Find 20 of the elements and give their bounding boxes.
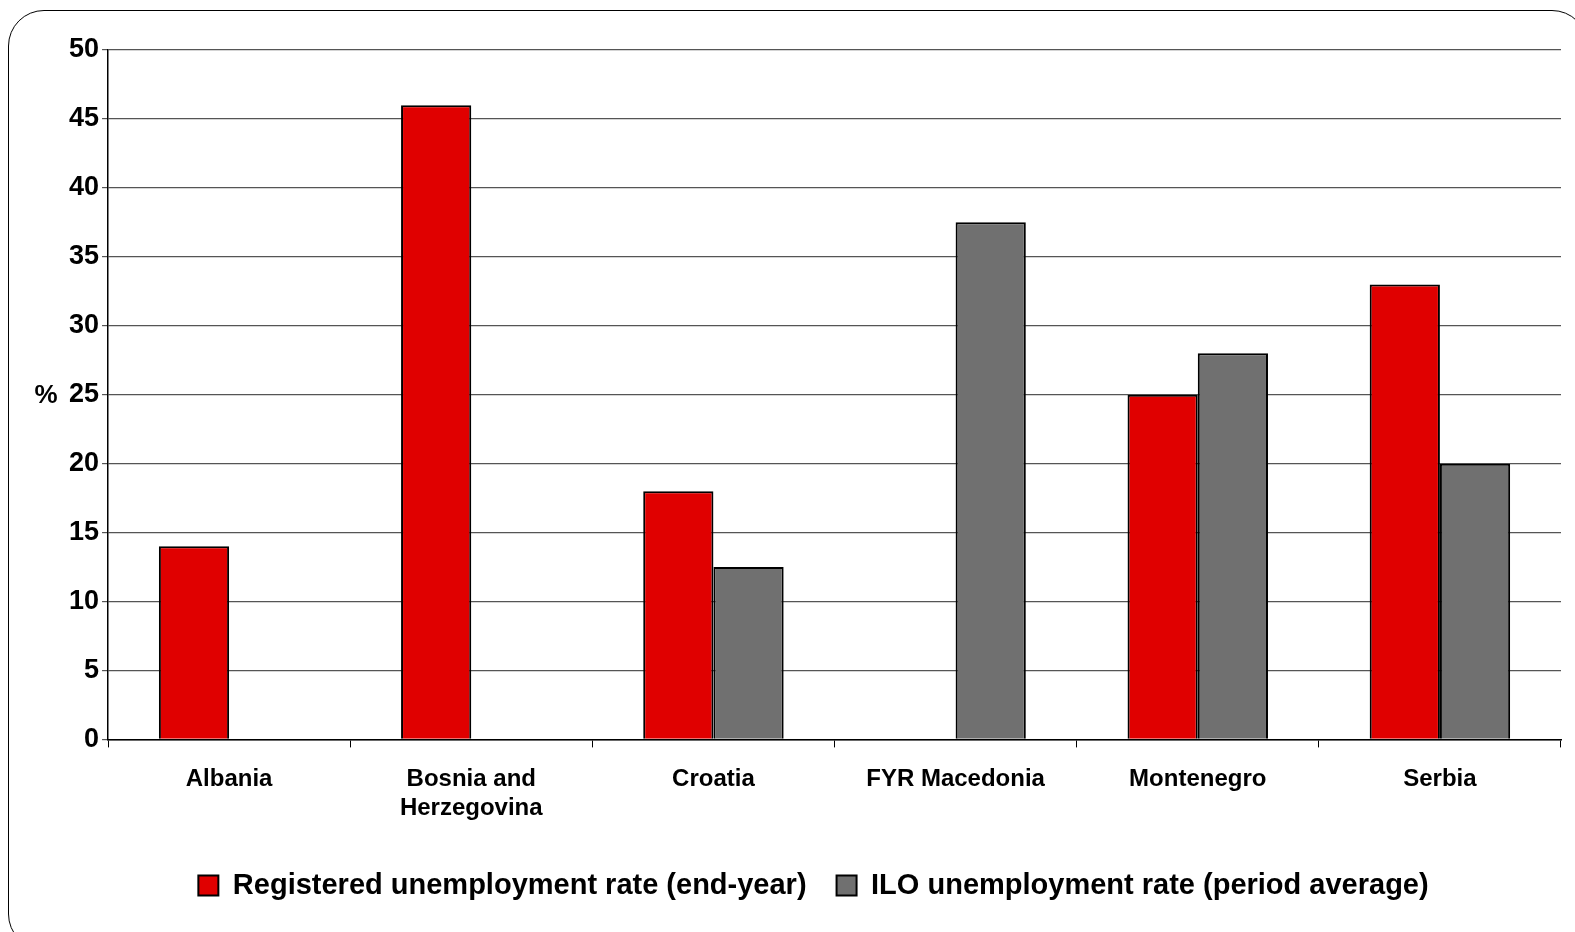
y-tick-label: 15: [68, 516, 100, 547]
y-tick-label: 25: [68, 378, 100, 409]
x-tick-label: Albania: [185, 764, 274, 792]
x-tick-label: Montenegro: [1129, 764, 1267, 792]
y-axis-title: %: [34, 378, 58, 409]
y-tick-label: 10: [68, 584, 100, 615]
y-tick-label: 0: [84, 722, 100, 753]
y-tick-label: 40: [68, 171, 100, 202]
x-tick-label: Croatia: [672, 764, 756, 792]
y-tick-label: 5: [84, 653, 100, 684]
y-tick-label: 30: [68, 309, 100, 340]
y-tick-label: 45: [68, 102, 100, 133]
y-tick-label: 35: [68, 240, 100, 271]
x-tick-label: Bosnia and Herzegovina: [399, 764, 544, 821]
x-tick-label: Serbia: [1403, 764, 1478, 792]
legend-label: ILO unemployment rate (period average): [871, 867, 1429, 900]
y-tick-label: 20: [68, 447, 100, 478]
y-tick-label: 50: [68, 33, 100, 64]
legend-label: Registered unemployment rate (end-year): [232, 867, 807, 900]
x-tick-label: FYR Macedonia: [866, 764, 1046, 792]
